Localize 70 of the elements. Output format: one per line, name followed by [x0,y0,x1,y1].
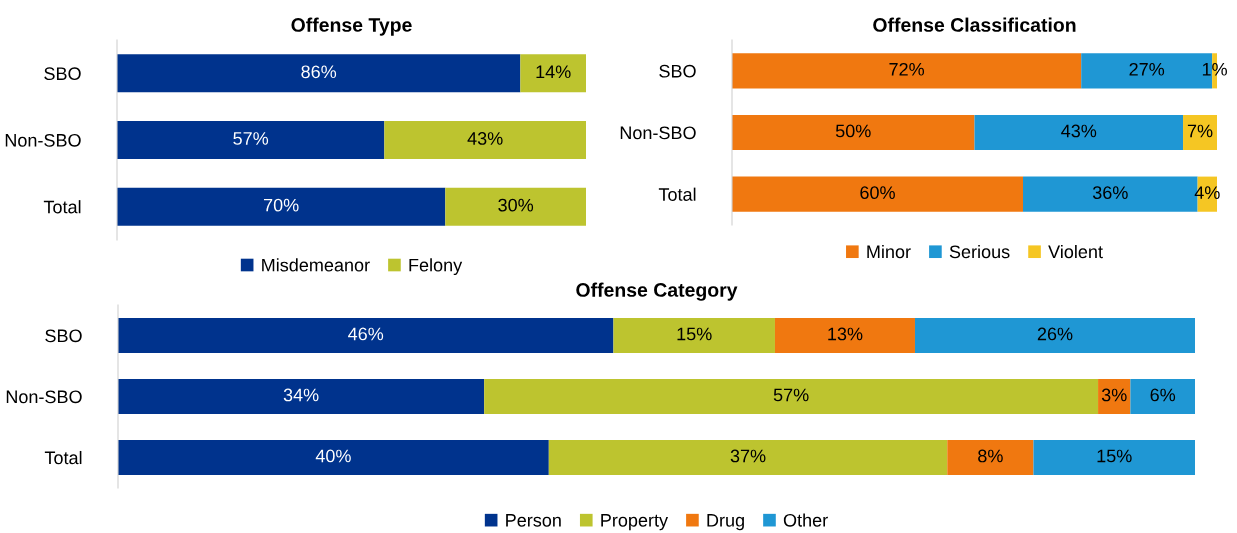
chart-title: Offense Category [576,282,738,301]
data-label: 13% [828,327,863,341]
y-tick-label: Non-SBO [5,133,81,147]
bar [1130,379,1195,414]
bar [774,318,915,353]
bar [118,440,549,475]
data-label: 30% [498,198,534,212]
bar [974,114,1184,151]
bar [118,379,485,414]
data-label: 14% [536,65,571,79]
y-tick-label: Total [44,450,82,465]
legend-label: Drug [707,514,744,531]
data-label: 86% [301,65,337,79]
legend-label: Serious [949,244,1010,259]
y-tick-label: Total [43,200,81,214]
bar [117,54,521,93]
bar [117,121,385,159]
data-label: 70% [264,198,299,212]
y-tick-label: Non-SBO [6,390,82,404]
data-label: 37% [730,449,766,463]
bar [1033,440,1195,475]
data-label: 36% [1092,186,1128,200]
legend-label: Felony [409,258,463,276]
data-label: 15% [1097,449,1132,463]
data-label: 57% [233,132,269,145]
bar [484,379,1099,414]
y-tick-label: Non-SBO [620,126,696,140]
data-label: 3% [1101,388,1127,402]
data-label: 57% [773,388,809,402]
bar [445,187,586,226]
chart-title: Offense Classification [873,17,1076,32]
data-label: 15% [677,327,712,341]
data-label: 7% [1187,124,1213,138]
legend-label: Other [783,513,828,527]
legend-label: Misdemeanor [262,258,370,272]
data-label: 40% [315,449,351,463]
legend-label: Property [601,514,669,531]
bar [914,318,1195,353]
bar [613,318,775,353]
data-label: 72% [889,62,925,76]
bar [548,440,948,475]
data-label: 60% [860,186,895,200]
data-label: 34% [283,388,319,402]
legend-label: Person [506,514,561,527]
data-label: 43% [1061,124,1097,138]
bar [732,114,975,151]
data-label: 46% [348,327,384,341]
data-label: 8% [978,449,1003,463]
data-label: 1% [1202,62,1227,76]
bar [947,440,1034,475]
data-label: 50% [835,124,871,138]
legend-label: Violent [1048,244,1103,259]
bar [384,121,586,159]
y-tick-label: SBO [45,329,82,343]
bar [1183,114,1217,151]
legend-label: Minor [867,244,911,259]
y-tick-label: SBO [44,67,81,81]
y-tick-label: Total [658,187,696,201]
chart-title: Offense Type [291,17,412,36]
data-label: 26% [1037,327,1073,341]
bar [118,318,614,353]
data-label: 43% [467,132,503,145]
y-tick-label: SBO [659,64,696,78]
bar [520,54,586,93]
data-label: 27% [1129,62,1165,76]
bar [117,187,446,226]
data-label: 6% [1150,388,1176,402]
bar [1098,379,1131,414]
bar [732,176,1023,212]
bar [732,53,1082,89]
